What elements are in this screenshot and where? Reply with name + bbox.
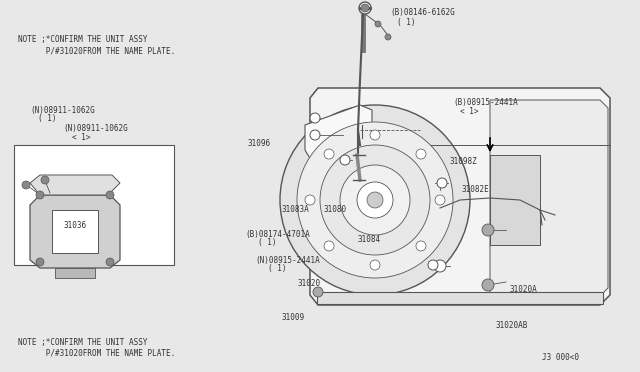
Text: < 1>: < 1> <box>460 108 479 116</box>
Text: (N)08911-1062G: (N)08911-1062G <box>30 106 95 115</box>
Circle shape <box>416 241 426 251</box>
Circle shape <box>305 195 315 205</box>
Text: (N)08911-1062G: (N)08911-1062G <box>63 124 128 132</box>
Circle shape <box>370 260 380 270</box>
Circle shape <box>437 178 447 188</box>
Circle shape <box>106 191 114 199</box>
Circle shape <box>340 155 350 165</box>
Text: 31096: 31096 <box>248 140 271 148</box>
Polygon shape <box>52 210 98 253</box>
Text: ( 1): ( 1) <box>397 17 415 26</box>
Circle shape <box>434 260 446 272</box>
Text: 31020: 31020 <box>298 279 321 288</box>
Circle shape <box>367 192 383 208</box>
Circle shape <box>385 34 391 40</box>
Circle shape <box>310 113 320 123</box>
Polygon shape <box>55 268 95 278</box>
Text: P/#31020FROM THE NAME PLATE.: P/#31020FROM THE NAME PLATE. <box>18 47 175 56</box>
Text: 31080: 31080 <box>323 205 346 215</box>
Circle shape <box>36 191 44 199</box>
Text: 31082E: 31082E <box>462 186 490 195</box>
Circle shape <box>320 145 430 255</box>
Circle shape <box>361 4 369 12</box>
Text: < 1>: < 1> <box>72 132 90 141</box>
Text: 31036: 31036 <box>63 221 86 231</box>
Circle shape <box>22 181 30 189</box>
Bar <box>317 292 603 304</box>
Circle shape <box>370 130 380 140</box>
Polygon shape <box>305 105 372 205</box>
Text: P/#31020FROM THE NAME PLATE.: P/#31020FROM THE NAME PLATE. <box>18 348 175 357</box>
Circle shape <box>482 279 494 291</box>
Polygon shape <box>490 155 540 245</box>
Text: J3 000<0: J3 000<0 <box>542 353 579 362</box>
Circle shape <box>36 258 44 266</box>
Text: (B)08174-4701A: (B)08174-4701A <box>245 230 310 238</box>
Circle shape <box>297 122 453 278</box>
Circle shape <box>106 258 114 266</box>
Text: (B)08915-2441A: (B)08915-2441A <box>453 97 518 106</box>
Circle shape <box>357 182 393 218</box>
Circle shape <box>324 241 334 251</box>
Circle shape <box>482 224 494 236</box>
Circle shape <box>375 21 381 27</box>
Text: NOTE ;*CONFIRM THE UNIT ASSY: NOTE ;*CONFIRM THE UNIT ASSY <box>18 35 147 44</box>
Text: ( 1): ( 1) <box>268 264 287 273</box>
Text: ( 1): ( 1) <box>38 115 56 124</box>
Text: ( 1): ( 1) <box>258 238 276 247</box>
Circle shape <box>340 165 410 235</box>
Circle shape <box>359 2 371 14</box>
Text: 31084: 31084 <box>358 235 381 244</box>
Circle shape <box>41 176 49 184</box>
Polygon shape <box>30 195 120 268</box>
Text: (N)08915-2441A: (N)08915-2441A <box>255 256 320 264</box>
Circle shape <box>313 287 323 297</box>
Circle shape <box>428 260 438 270</box>
Text: 31098Z: 31098Z <box>449 157 477 166</box>
Text: 31020AB: 31020AB <box>495 321 527 330</box>
Text: 31020A: 31020A <box>509 285 537 295</box>
Text: 31009: 31009 <box>282 312 305 321</box>
Text: NOTE ;*CONFIRM THE UNIT ASSY: NOTE ;*CONFIRM THE UNIT ASSY <box>18 338 147 347</box>
Polygon shape <box>310 88 610 305</box>
Circle shape <box>280 105 470 295</box>
Circle shape <box>324 149 334 159</box>
Circle shape <box>416 149 426 159</box>
Polygon shape <box>30 175 120 195</box>
Circle shape <box>435 195 445 205</box>
Text: 31083A: 31083A <box>281 205 308 215</box>
Polygon shape <box>490 100 608 296</box>
Bar <box>14 145 174 265</box>
Circle shape <box>310 130 320 140</box>
Text: (B)08146-6162G: (B)08146-6162G <box>390 7 455 16</box>
